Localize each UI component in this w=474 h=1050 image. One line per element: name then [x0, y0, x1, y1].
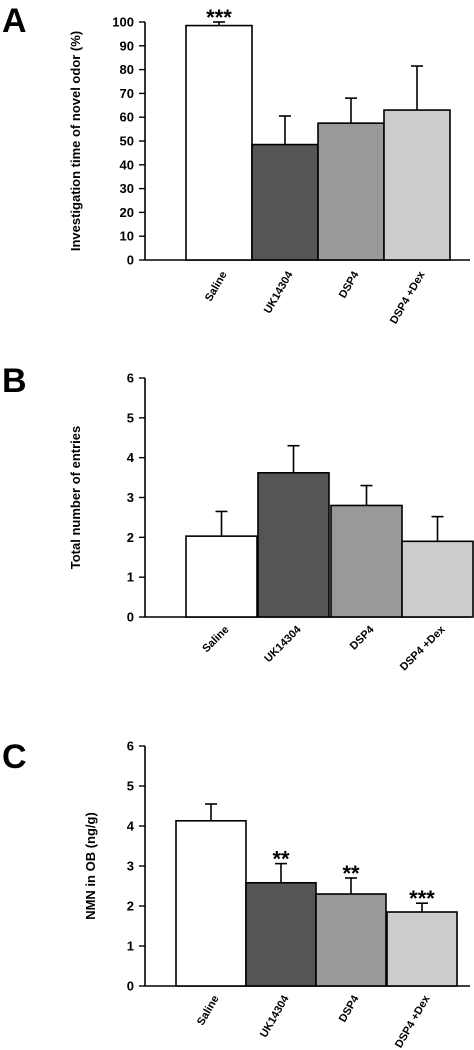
- category-label: DSP4 +Dex: [398, 623, 448, 673]
- y-tick-label: 3: [127, 490, 134, 505]
- category-label: UK14304: [258, 993, 292, 1040]
- y-tick-label: 3: [127, 859, 134, 874]
- y-tick-label: 2: [127, 899, 134, 914]
- panel-letter: C: [2, 738, 27, 776]
- y-tick-label: 5: [127, 410, 134, 425]
- category-label: UK14304: [262, 269, 296, 316]
- y-tick-label: 90: [120, 38, 134, 53]
- significance-marker: ***: [206, 5, 232, 30]
- significance-marker: **: [272, 847, 290, 872]
- bar: [257, 472, 330, 618]
- y-tick-label: 0: [127, 610, 134, 625]
- y-tick-label: 60: [120, 110, 134, 125]
- y-tick-label: 6: [127, 371, 134, 386]
- y-tick-label: 100: [112, 15, 134, 30]
- significance-marker: ***: [409, 886, 435, 911]
- category-label: DSP4 +Dex: [388, 269, 428, 326]
- y-tick-label: 2: [127, 530, 134, 545]
- y-tick-label: 4: [127, 819, 135, 834]
- y-tick-label: 10: [120, 229, 134, 244]
- y-tick-label: 20: [120, 205, 134, 220]
- bar: [251, 143, 319, 261]
- y-axis-label: Investigation time of novel odor (%): [68, 31, 83, 251]
- chart-panel-b: B 0 1 2 3 4 5 6 Total number of entries Saline UK1…: [2, 362, 474, 673]
- category-label: DSP4 +Dex: [393, 993, 433, 1050]
- y-tick-label: 1: [127, 939, 134, 954]
- y-tick-label: 5: [127, 779, 134, 794]
- significance-marker: **: [342, 861, 360, 886]
- bar: [245, 881, 317, 987]
- bar: [185, 24, 253, 261]
- y-tick-label: 80: [120, 62, 134, 77]
- category-label: Saline: [200, 624, 231, 655]
- chart-panel-c: C 0 1 2 3 4 5 6 NMN in OB (ng/g) Saline ** UK14304 *…: [2, 738, 470, 1050]
- bar: [185, 535, 258, 618]
- y-tick-label: 70: [120, 86, 134, 101]
- y-tick-label: 6: [127, 739, 134, 754]
- bar: [330, 504, 403, 618]
- y-tick-label: 0: [127, 253, 134, 268]
- bar: [383, 109, 451, 261]
- category-label: Saline: [195, 994, 222, 1028]
- y-tick-label: 50: [120, 134, 134, 149]
- category-label: DSP4: [348, 623, 377, 652]
- bar: [317, 122, 385, 261]
- panel-letter: B: [2, 362, 27, 400]
- y-tick-label: 0: [127, 979, 134, 994]
- category-label: DSP4: [337, 269, 362, 301]
- y-axis-label: NMN in OB (ng/g): [83, 812, 98, 920]
- bar: [401, 540, 474, 618]
- chart-panel-a: A 0 10 20 30 40 50 60 70 80 90 100 Investigation tim…: [2, 2, 470, 326]
- category-label: DSP4: [337, 993, 362, 1025]
- y-tick-label: 4: [127, 450, 135, 465]
- panel-letter: A: [2, 2, 27, 40]
- y-tick-label: 40: [120, 157, 134, 172]
- y-axis-label: Total number of entries: [68, 426, 83, 570]
- y-tick-label: 1: [127, 570, 134, 585]
- bar: [175, 819, 247, 987]
- category-label: Saline: [203, 270, 230, 304]
- bar: [315, 893, 387, 987]
- y-tick-label: 30: [120, 181, 134, 196]
- bar: [386, 911, 458, 987]
- category-label: UK14304: [262, 623, 304, 665]
